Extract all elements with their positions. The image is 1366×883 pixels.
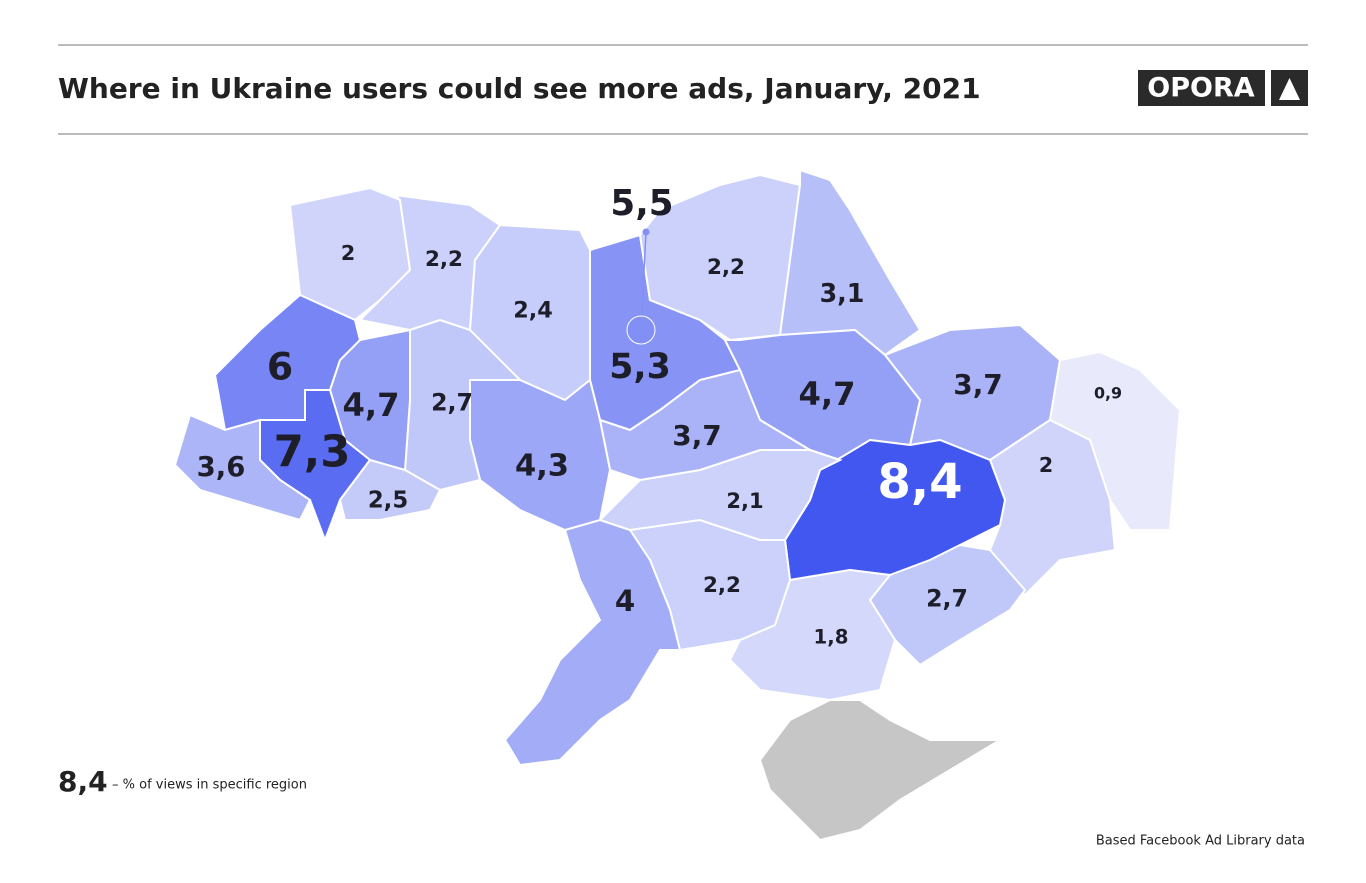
region-label: 2,4 [513,298,553,324]
title: Where in Ukraine users could see more ad… [58,72,981,105]
region-label: 4 [615,584,635,618]
region [503,518,682,767]
region-label: 4,7 [798,375,855,413]
region-label: 1,8 [814,626,849,649]
region-label: 3,1 [820,278,865,308]
region-label: 2,2 [425,247,463,272]
region-label: 7,3 [274,428,351,478]
crimea [758,699,1004,842]
source: Based Facebook Ad Library data [1096,834,1305,849]
leader-dot [642,228,650,236]
region-label: 3,7 [672,419,721,452]
region-label: 2 [1039,453,1053,477]
region-label: 2,1 [726,488,763,513]
logo-triangle [1279,78,1300,100]
region-label: 0,9 [1094,384,1122,403]
region-label: 3,6 [197,451,246,483]
city [626,315,656,345]
region-label: 4,3 [515,449,569,484]
legend-text: – % of views in specific region [112,778,307,793]
map: 2 2,2 2,4 5,3 2,2 3,1 3,7 0,9 2 4,7 8,4 2,7 1,8 2,2 4 2… [173,168,1182,767]
region-label: 2,7 [926,585,968,613]
legend-sample: 8,4 [58,765,108,798]
region [778,168,922,357]
leader [640,231,647,331]
region-label: 2,2 [703,573,741,598]
region-label: 2,2 [707,255,745,280]
logo-box [1138,70,1265,106]
region-label: 2 [341,241,355,265]
region-label: 5,3 [609,347,671,387]
region [173,413,312,522]
logo: OPORA [1147,73,1254,104]
region-label: 8,4 [877,454,962,510]
region-label: 6 [267,345,293,389]
region [598,368,814,482]
region-label: 3,7 [953,368,1002,401]
region-label: 2,5 [368,488,408,514]
city-label: 5,5 [610,183,673,224]
region-label: 2,7 [431,389,473,417]
region-label: 4,7 [342,386,399,424]
region [338,458,442,521]
